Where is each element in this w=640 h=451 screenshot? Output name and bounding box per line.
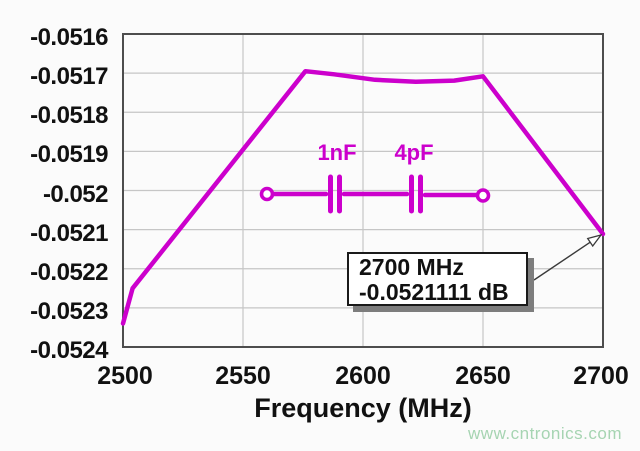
x-tick-label: 2500 (97, 362, 153, 390)
y-tick-label: -0.0519 (30, 141, 108, 168)
y-tick-label: -0.0523 (30, 298, 108, 325)
x-tick-label: 2700 (573, 362, 629, 390)
marker-value: -0.0521111 dB (359, 279, 509, 305)
y-tick-label: -0.0521 (30, 220, 108, 247)
x-tick-label: 2650 (455, 362, 511, 390)
x-tick-label: 2550 (215, 362, 271, 390)
x-axis-title: Frequency (MHz) (254, 393, 472, 423)
watermark-text: www.cntronics.com (468, 424, 622, 443)
y-tick-label: -0.0518 (30, 102, 108, 129)
y-tick-label: -0.0517 (30, 63, 108, 90)
y-tick-label: -0.0516 (30, 24, 108, 51)
y-axis: -0.0516 -0.0517 -0.0518 -0.0519 -0.052 -… (0, 0, 113, 451)
capacitor-1-label: 1nF (317, 140, 357, 165)
x-tick-label: 2600 (335, 362, 391, 390)
marker-frequency: 2700 MHz (359, 254, 464, 280)
capacitor-2-label: 4pF (394, 140, 434, 165)
marker-callout-box: 2700 MHz -0.0521111 dB (347, 252, 528, 306)
y-tick-label: -0.052 (42, 181, 109, 208)
y-tick-label: -0.0524 (30, 337, 108, 364)
y-tick-label: -0.0522 (30, 259, 108, 286)
